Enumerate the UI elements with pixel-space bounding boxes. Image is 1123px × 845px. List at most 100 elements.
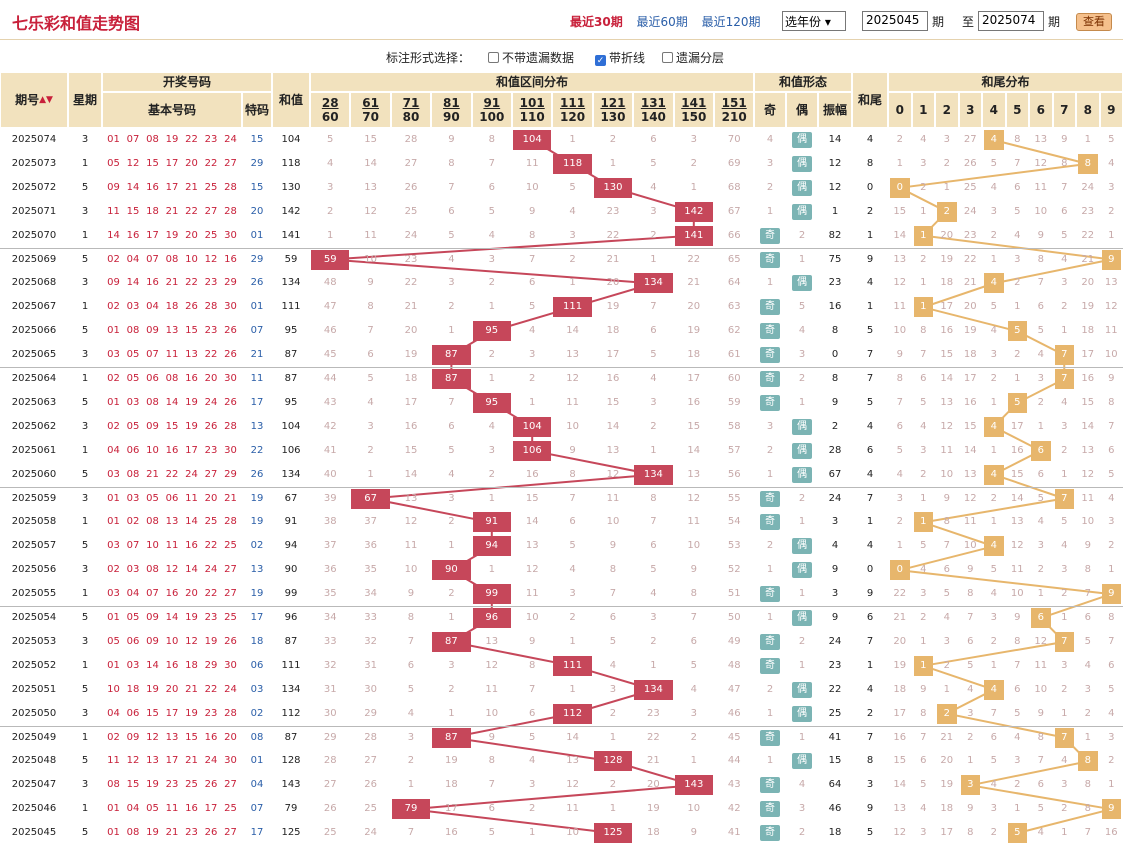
tail-miss: 3 [1008,749,1028,773]
from-issue-input[interactable]: 2025045 [862,11,928,31]
range-miss: 20 [634,773,672,797]
amp-cell: 82 [818,224,852,248]
range-miss: 32 [311,654,349,678]
special-number: 11 [242,367,272,391]
draw-number: 27 [221,821,240,845]
tail-miss: 19 [937,248,957,272]
tail-cell: 7 [852,726,888,750]
tail-miss: 5 [961,654,981,678]
amp-cell: 24 [818,630,852,654]
header-special: 特码 [242,92,272,128]
shape-even-miss: 1 [786,726,818,750]
tab-recent-60[interactable]: 最近60期 [637,15,688,29]
tail-miss: 4 [914,415,934,439]
option-polyline[interactable]: ✓带折线 [595,49,645,66]
draw-number: 08 [163,248,182,272]
draw-number: 18 [143,200,162,224]
to-issue-input[interactable]: 2025074 [978,11,1044,31]
checkbox-icon[interactable] [662,52,673,63]
sum-cell: 112 [272,702,310,726]
range-miss: 19 [392,343,430,367]
shape-even: 偶 [792,180,812,196]
tail-miss: 4 [1008,224,1028,248]
sort-icon[interactable]: ▲▼ [39,93,53,107]
range-hit: 87 [432,345,470,365]
tail-miss: 16 [961,391,981,415]
range-miss: 2 [432,678,470,702]
header-issue[interactable]: 期号▲▼ [0,72,68,128]
tail-miss: 4 [914,128,934,152]
option-no-missing[interactable]: 不带遗漏数据 [488,49,574,66]
range-hit: 142 [675,202,713,222]
range-miss: 21 [392,295,430,319]
amp-cell: 9 [818,391,852,415]
range-miss: 10 [675,797,713,821]
tail-miss: 15 [1078,391,1098,415]
draw-number: 30 [221,367,240,391]
draw-number: 28 [221,702,240,726]
range-low: 111 [560,96,585,110]
range-miss: 17 [432,797,470,821]
range-miss: 36 [351,534,389,558]
range-miss: 52 [715,558,753,582]
tail-miss: 9 [1078,534,1098,558]
draw-number: 24 [202,558,221,582]
tail-miss: 1 [914,487,934,511]
tail-miss: 19 [1078,295,1098,319]
checkbox-checked-icon[interactable]: ✓ [595,55,606,66]
tail-miss: 1 [984,248,1004,272]
shape-even: 偶 [792,467,812,483]
shape-odd: 奇 [760,777,780,793]
range-miss: 47 [715,678,753,702]
draw-number: 01 [104,821,123,845]
tab-recent-120[interactable]: 最近120期 [702,15,761,29]
tail-miss: 2 [1031,391,1051,415]
tail-miss: 15 [937,343,957,367]
tail-miss: 6 [1055,200,1075,224]
draw-number: 27 [202,200,221,224]
tail-miss: 6 [1008,678,1028,702]
tail-miss: 2 [1008,343,1028,367]
special-number: 21 [242,343,272,367]
issue-cell: 2025054 [0,606,68,630]
range-miss: 3 [432,654,470,678]
range-miss: 44 [311,367,349,391]
draw-number: 03 [124,391,143,415]
amp-cell: 8 [818,367,852,391]
tail-miss: 3 [1055,654,1075,678]
range-miss: 14 [351,152,389,176]
tail-miss: 2 [1055,582,1075,606]
special-number: 13 [242,415,272,439]
shape-odd-miss: 1 [754,463,786,487]
checkbox-icon[interactable] [488,52,499,63]
draw-number: 12 [182,630,201,654]
year-select[interactable]: 选年份 ▾ [782,11,846,31]
tab-recent-30[interactable]: 最近30期 [570,15,623,29]
amp-cell: 41 [818,726,852,750]
range-miss: 7 [473,773,511,797]
range-miss: 36 [311,558,349,582]
tail-miss: 3 [914,582,934,606]
tail-miss: 3 [1102,726,1122,750]
special-number: 19 [242,487,272,511]
tail-miss: 12 [1078,463,1098,487]
to-label: 至 [962,13,974,30]
range-miss: 10 [553,821,591,845]
draw-number: 07 [143,582,162,606]
special-number: 26 [242,463,272,487]
draw-number: 16 [143,176,162,200]
query-button[interactable]: 查看 [1076,13,1112,31]
range-miss: 66 [715,224,753,248]
option-layered[interactable]: 遗漏分层 [662,49,724,66]
tail-miss: 22 [1078,224,1098,248]
range-miss: 18 [675,343,713,367]
tail-miss: 9 [914,678,934,702]
amp-cell: 9 [818,606,852,630]
draw-number: 26 [221,343,240,367]
tail-miss: 10 [961,534,981,558]
range-miss: 2 [675,726,713,750]
range-miss: 1 [594,152,632,176]
tail-miss: 3 [937,630,957,654]
